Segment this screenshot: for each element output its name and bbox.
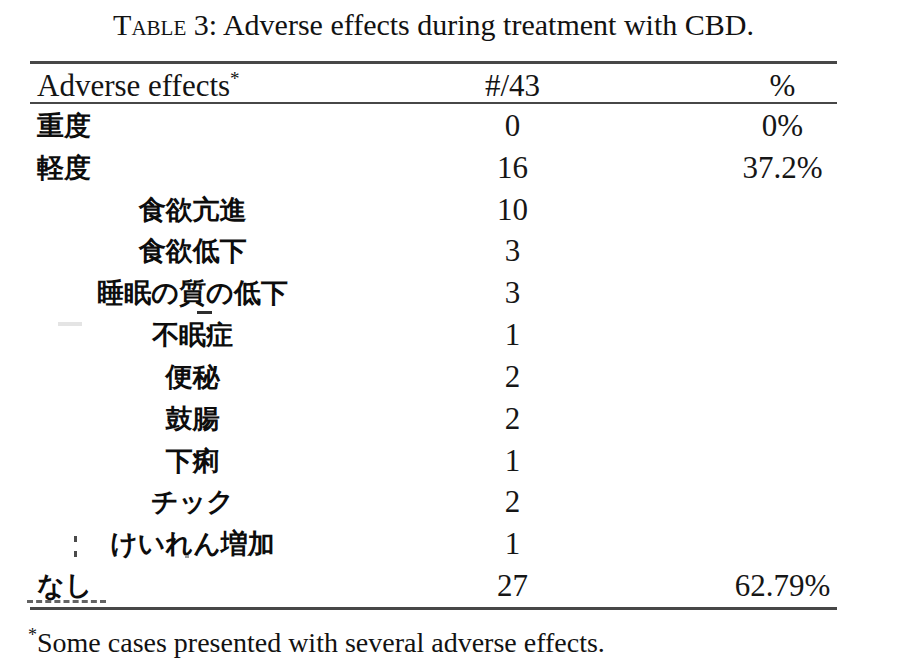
table-header-row: Adverse effects* #/43 % — [30, 64, 837, 102]
table-rule-bottom — [30, 607, 837, 610]
table-body: 重度 0 0% 軽度 16 37.2% 食欲亢進 10 食欲低下 3 睡眠の質の… — [30, 105, 837, 607]
table-row-increased-appetite: 食欲亢進 10 — [30, 189, 837, 231]
overlay-artifact-dot — [185, 555, 189, 558]
overlay-artifact-smudge — [58, 322, 82, 326]
header-asterisk: * — [230, 68, 240, 89]
table-row-mild: 軽度 16 37.2% — [30, 147, 837, 189]
header-adverse-effects: Adverse effects* — [30, 68, 355, 104]
overlay-artifact-dash — [197, 311, 212, 314]
overlay-artifact-dashes — [27, 594, 106, 603]
table-caption: Table 3: Adverse effects during treatmen… — [30, 4, 837, 46]
header-percent: % — [670, 68, 837, 104]
header-count: #/43 — [355, 68, 670, 104]
table-row-flatulence: 鼓腸 2 — [30, 398, 837, 440]
table-row-tics: チック 2 — [30, 481, 837, 523]
table-row-none: なし 27 62.79% — [30, 565, 837, 607]
table-row-sleep-quality: 睡眠の質の低下 3 — [30, 272, 837, 314]
table-row-decreased-appetite: 食欲低下 3 — [30, 230, 837, 272]
footnote-asterisk: * — [28, 625, 37, 645]
footnote-text: Some cases presented with several advers… — [37, 627, 605, 658]
table-row-increased-seizures: けいれん増加 1 — [30, 523, 837, 565]
table-footnote: *Some cases presented with several adver… — [28, 617, 605, 661]
table-caption-number: Table 3: — [113, 8, 217, 41]
paper-table-page: Table 3: Adverse effects during treatmen… — [0, 0, 906, 670]
table-rule-header — [30, 102, 837, 104]
table-row-constipation: 便秘 2 — [30, 356, 837, 398]
table-row-severe: 重度 0 0% — [30, 105, 837, 147]
table-row-insomnia: 不眠症 1 — [30, 314, 837, 356]
table-caption-text: Adverse effects during treatment with CB… — [217, 8, 754, 41]
table-row-diarrhea: 下痢 1 — [30, 440, 837, 482]
overlay-artifact-dot — [74, 536, 77, 542]
overlay-artifact-dot — [74, 551, 77, 557]
